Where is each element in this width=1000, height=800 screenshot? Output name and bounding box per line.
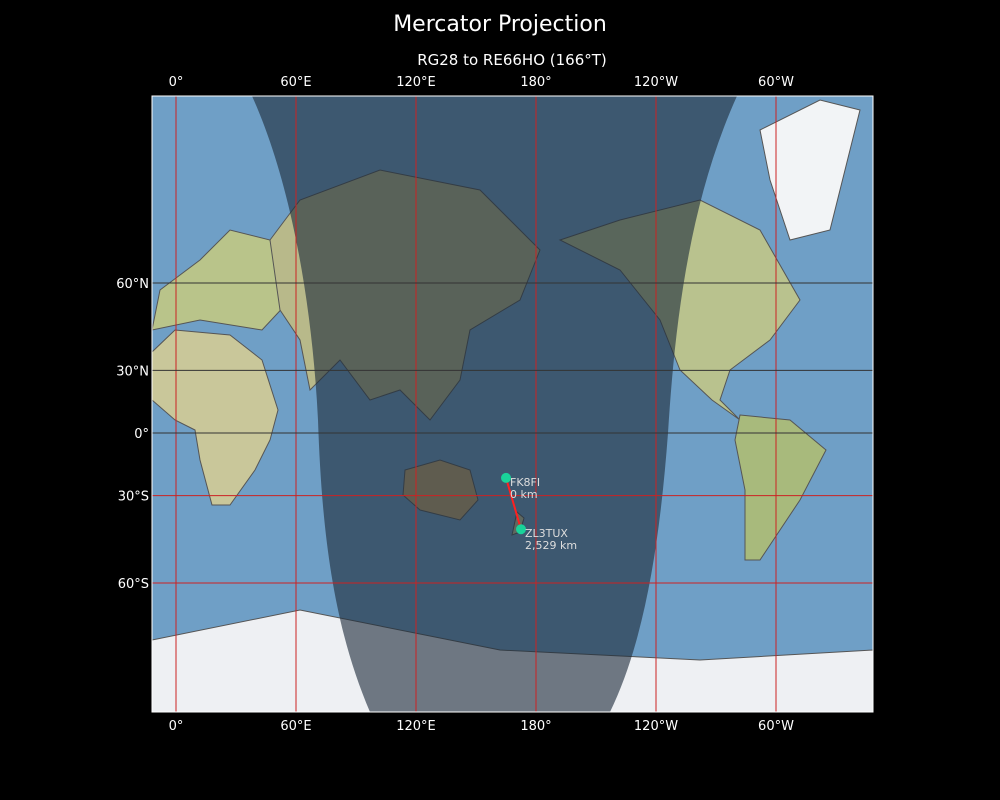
station-marker: [516, 524, 526, 535]
lon-tick-label-bottom: 120°E: [396, 719, 436, 734]
map-subtitle: RG28 to RE66HO (166°T): [417, 51, 607, 69]
lat-tick-label: 60°N: [116, 277, 149, 292]
station-marker: [501, 472, 511, 483]
station-call-label: ZL3TUX: [525, 527, 568, 540]
lon-tick-label-top: 120°E: [396, 75, 436, 90]
lat-tick-label: 60°S: [118, 577, 149, 592]
lat-tick-label: 30°S: [118, 490, 149, 505]
lon-tick-label-bottom: 0°: [169, 719, 184, 734]
lon-tick-label-bottom: 60°E: [280, 719, 311, 734]
night-shadow: [252, 96, 737, 712]
lat-tick-label: 30°N: [116, 364, 149, 379]
great-circle-path: [505, 477, 522, 530]
lat-tick-label: 0°: [134, 427, 149, 442]
map-frame: [151, 95, 874, 713]
figure-title: Mercator Projection: [393, 12, 607, 37]
lon-tick-label-top: 60°W: [758, 75, 794, 90]
lon-tick-label-top: 0°: [169, 75, 184, 90]
tick-labels: 0° 0° 60°E 60°E 120°E 120°E 180° 180° 120°W 120°W…: [116, 75, 794, 734]
greenland: [759, 99, 861, 241]
south-america: [734, 414, 827, 561]
lon-tick-label-top: 180°: [520, 75, 551, 90]
station-distance-label: 0 km: [510, 488, 538, 501]
station-call-label: FK8FI: [510, 476, 540, 489]
lon-tick-label-top: 60°E: [280, 75, 311, 90]
lon-tick-label-bottom: 120°W: [634, 719, 678, 734]
lon-tick-label-bottom: 60°W: [758, 719, 794, 734]
lon-tick-label-top: 120°W: [634, 75, 678, 90]
lon-tick-label-bottom: 180°: [520, 719, 551, 734]
africa: [152, 329, 279, 506]
graticule: [152, 96, 873, 712]
station-distance-label: 2,529 km: [525, 539, 577, 552]
